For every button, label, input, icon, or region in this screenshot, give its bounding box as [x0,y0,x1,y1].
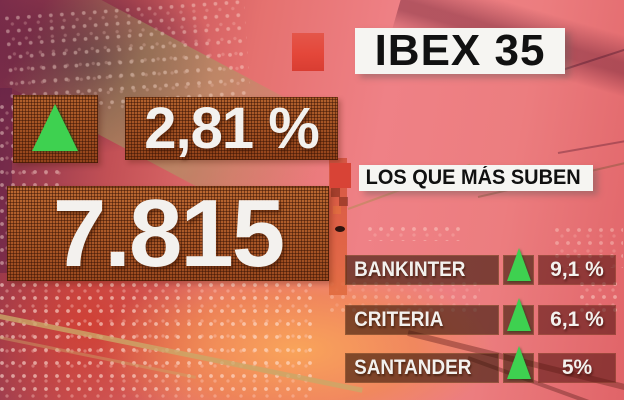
index-title: IBEX 35 [374,26,546,75]
index-value-panel: 7.815 [7,180,329,287]
index-change-panel: 2,81 % [125,97,338,160]
gainer-direction-cell [503,298,534,335]
index-change-percent: 2,81 % [144,96,320,161]
up-triangle-icon [507,346,531,379]
gainers-bullet-square-icon [330,163,351,188]
gainer-change: 6,1 % [550,308,604,331]
gainer-name-cell: SANTANDER [345,353,499,383]
up-triangle-icon [507,298,531,331]
gainer-row: SANTANDER 5% [345,346,616,383]
up-triangle-icon [32,104,78,151]
wire-line [557,138,624,154]
gainer-name-cell: CRITERIA [345,305,499,335]
dot-matrix-pattern [0,283,315,400]
gainer-row: CRITERIA 6,1 % [345,298,616,335]
gainer-name: SANTANDER [354,356,472,379]
index-value: 7.815 [52,180,285,287]
background-marker [335,226,345,232]
gainer-name: BANKINTER [354,258,466,281]
gainer-change-cell: 5% [538,353,616,383]
checker-square [331,188,340,197]
gainer-change-cell: 9,1 % [538,255,616,285]
dot-matrix-pattern [368,227,463,241]
gainer-name: CRITERIA [354,308,444,331]
gainer-change-cell: 6,1 % [538,305,616,335]
index-title-box: IBEX 35 [355,28,565,74]
checker-square [339,197,348,206]
gainer-direction-cell [503,346,534,383]
gainer-name-cell: BANKINTER [345,255,499,285]
gainer-change: 5% [561,356,593,379]
index-bullet-square-icon [292,33,324,71]
index-direction-panel [13,95,98,163]
gainers-title: LOS QUE MÁS SUBEN [365,166,581,189]
checker-square [333,206,341,214]
gainer-change: 9,1 % [550,258,604,281]
gainer-direction-cell [503,248,534,285]
gainers-title-box: LOS QUE MÁS SUBEN [359,165,593,191]
up-triangle-icon [507,248,531,281]
gainer-row: BANKINTER 9,1 % [345,248,616,285]
